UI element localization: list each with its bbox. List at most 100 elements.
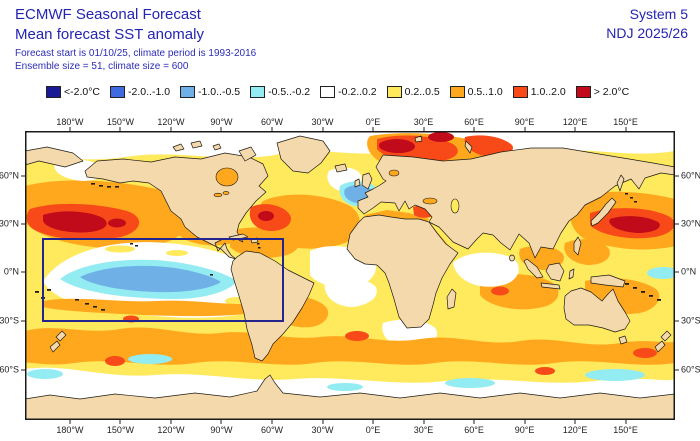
legend-label: 0.5..1.0 [467, 86, 503, 98]
land-sulawesi [568, 268, 575, 280]
legend-swatch [512, 86, 528, 98]
axis-tick [170, 127, 172, 131]
lon-label-top: 150°E [613, 117, 638, 127]
legend-item: -0.2..0.2 [320, 86, 377, 98]
lon-label-top: 90°W [210, 117, 233, 127]
map-border [25, 131, 675, 420]
lon-label-bottom: 60°E [464, 425, 484, 435]
legend-label: -0.2..0.2 [338, 86, 377, 98]
lat-label-right: 0°N [681, 266, 697, 277]
lon-label-bottom: 90°W [210, 425, 233, 435]
axis-tick [574, 420, 576, 424]
legend-swatch [320, 86, 336, 98]
lon-label-top: 60°W [260, 117, 284, 127]
page-subtitle: Mean forecast SST anomaly [15, 26, 204, 43]
land-new-zealand-right [654, 330, 672, 353]
legend-label: -0.5..-0.2 [268, 86, 311, 98]
axis-tick [524, 127, 526, 131]
legend-item: 1.0..2.0 [512, 86, 566, 98]
axis-tick [625, 420, 627, 424]
season-label: NDJ 2025/26 [606, 25, 688, 41]
legend-label: -1.0..-0.5 [198, 86, 241, 98]
world-map-svg [25, 131, 675, 420]
lon-label-bottom: 150°W [106, 425, 135, 435]
legend-label: 1.0..2.0 [530, 86, 566, 98]
axis-tick [473, 127, 475, 131]
lon-label-top: 0°E [365, 117, 381, 127]
legend-item: 0.5..1.0 [449, 86, 503, 98]
axis-tick [473, 420, 475, 424]
nino-region-box [42, 238, 284, 322]
land-ireland [354, 178, 361, 188]
axis-tick [21, 320, 25, 322]
axis-tick [675, 271, 679, 273]
legend-swatch [110, 86, 126, 98]
legend-item: -2.0..-1.0 [110, 86, 170, 98]
axis-tick [675, 320, 679, 322]
lon-label-bottom: 120°E [562, 425, 588, 435]
axis-tick [675, 223, 679, 225]
legend-item: <-2.0°C [46, 86, 100, 98]
land-uk [361, 172, 373, 190]
legend-item: 0.2..0.5 [386, 86, 440, 98]
legend-swatch [575, 86, 591, 98]
axis-tick [675, 369, 679, 371]
lon-label-top: 90°E [514, 117, 535, 127]
land-philippines [573, 236, 582, 256]
legend-swatch [250, 86, 266, 98]
axis-tick [372, 420, 374, 424]
axis-tick [21, 271, 25, 273]
axis-tick [220, 127, 222, 131]
axis-tick [119, 127, 121, 131]
axis-tick [271, 127, 273, 131]
lat-label-right: 30°S [681, 315, 700, 326]
legend: <-2.0°C -2.0..-1.0 -1.0..-0.5 -0.5..-0.2… [46, 86, 629, 98]
lat-label-right: 60°S [681, 364, 700, 375]
system-label: System 5 [629, 6, 688, 22]
axis-tick [322, 127, 323, 131]
inland-seas [213, 167, 460, 214]
axis-tick [423, 420, 424, 424]
axis-tick [675, 175, 679, 177]
land-java [540, 282, 561, 290]
legend-item: > 2.0°C [575, 86, 629, 98]
axis-tick [625, 127, 627, 131]
lat-label-right: 30°N [681, 218, 700, 229]
land-baffin [238, 146, 257, 162]
axis-tick [21, 223, 25, 225]
land-new-guinea [590, 274, 626, 288]
axis-tick [423, 127, 424, 131]
lat-label-left: 60°S [0, 364, 19, 375]
legend-label: -2.0..-1.0 [128, 86, 171, 98]
baltic-sea [388, 169, 400, 177]
lon-label-top: 120°E [562, 117, 588, 127]
lon-label-bottom: 180°W [56, 425, 84, 435]
axis-tick [69, 420, 71, 424]
world-map: 180°W 180°W 150°W 150°W 120°W 120°W 90°W 90°W 60… [0, 117, 700, 435]
legend-swatch [180, 86, 196, 98]
land-arctic-islands [172, 140, 222, 152]
forecast-info-line-2: Ensemble size = 51, climate size = 600 [15, 61, 189, 72]
lon-label-bottom: 60°W [260, 425, 284, 435]
land-africa [346, 214, 459, 329]
hudson-bay [215, 167, 239, 187]
land-borneo [545, 262, 565, 282]
great-lake-west [213, 192, 223, 198]
axis-tick [322, 420, 323, 424]
legend-label: 0.2..0.5 [404, 86, 440, 98]
land-svalbard [414, 135, 423, 143]
axis-tick [119, 420, 121, 424]
axis-tick [21, 369, 25, 371]
forecast-info-line-1: Forecast start is 01/10/25, climate peri… [15, 48, 257, 59]
lon-label-top: 30°W [311, 117, 334, 127]
lon-label-bottom: 30°E [413, 425, 434, 435]
land-madagascar [446, 288, 457, 310]
lon-label-bottom: 120°W [157, 425, 185, 435]
lon-label-bottom: 90°E [514, 425, 535, 435]
axis-tick [220, 420, 222, 424]
page-title: ECMWF Seasonal Forecast [15, 6, 201, 23]
land-australia [563, 287, 631, 333]
legend-item: -0.5..-0.2 [250, 86, 310, 98]
black-sea [422, 197, 438, 205]
